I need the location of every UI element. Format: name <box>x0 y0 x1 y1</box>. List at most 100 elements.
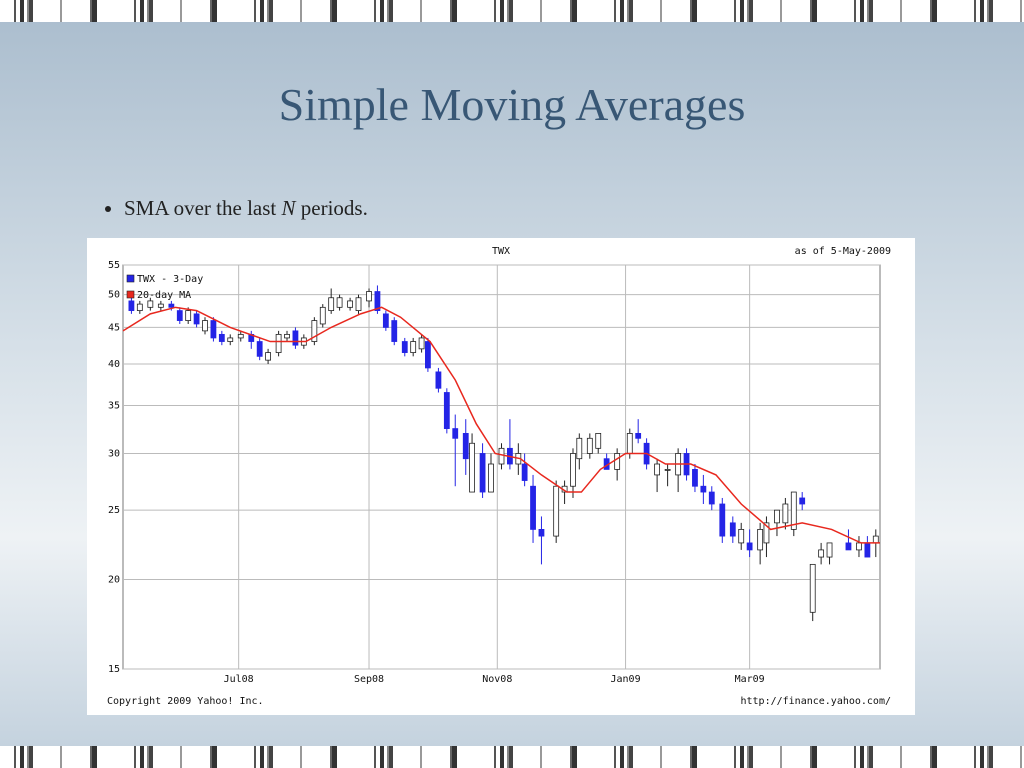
candle-body <box>479 453 486 493</box>
candle-body <box>664 469 671 471</box>
candle-body <box>374 291 381 311</box>
x-tick-label: Jul08 <box>224 674 254 685</box>
y-tick-label: 15 <box>108 664 120 675</box>
candle-body <box>265 352 271 361</box>
slide-title: Simple Moving Averages <box>278 79 746 130</box>
candle-body <box>845 542 852 551</box>
candle-body <box>443 392 450 429</box>
candle-body <box>872 535 879 544</box>
candle-body <box>311 320 318 342</box>
candle-body <box>708 491 715 505</box>
candle-body <box>469 442 475 493</box>
y-tick-label: 40 <box>108 359 120 370</box>
candle-body <box>336 297 343 308</box>
candle-body <box>626 433 633 454</box>
candle-body <box>799 497 806 505</box>
candle-body <box>452 428 459 439</box>
candle-body <box>328 297 335 311</box>
candle-body <box>382 313 389 328</box>
candle-body <box>700 485 707 493</box>
y-tick-label: 35 <box>108 401 120 412</box>
candle-body <box>614 453 621 470</box>
candle-body <box>237 333 244 339</box>
candle-body <box>576 437 583 460</box>
candle-body <box>168 303 175 308</box>
candle-body <box>227 337 234 342</box>
candle-body <box>275 333 282 353</box>
chart-title: TWX <box>492 246 510 257</box>
candle-body <box>856 542 862 551</box>
candle-body <box>553 485 560 537</box>
candle-body <box>284 333 290 339</box>
candle-body <box>826 542 833 558</box>
candle-body <box>401 341 408 353</box>
candle-body <box>366 291 372 302</box>
candle-body <box>202 320 208 332</box>
candle-body <box>498 447 505 465</box>
y-tick-label: 55 <box>108 260 120 271</box>
candle-body <box>410 341 417 353</box>
candle-body <box>347 300 354 308</box>
y-tick-label: 30 <box>108 448 120 459</box>
candle-body <box>692 469 698 487</box>
x-tick-label: Nov08 <box>482 674 512 685</box>
candle-body <box>157 303 164 308</box>
chart-subtitle: as of 5-May-2009 <box>795 246 891 257</box>
moving-average <box>122 306 880 544</box>
x-tick-label: Jan09 <box>611 674 641 685</box>
candle-body <box>586 437 593 454</box>
candle-body <box>425 341 431 369</box>
footer-left: Copyright 2009 Yahoo! Inc. <box>107 696 264 707</box>
candle-body <box>738 529 745 544</box>
legend-label: TWX - 3-Day <box>137 274 203 285</box>
decor-top <box>0 0 1024 22</box>
candle-body <box>530 485 536 530</box>
x-tick-label: Mar09 <box>735 674 765 685</box>
candle-body <box>218 333 225 342</box>
candle-body <box>488 463 494 493</box>
bullets: SMA over the last N periods. <box>88 196 368 221</box>
candle-body <box>521 463 528 481</box>
candle-body <box>136 303 143 311</box>
candle-body <box>256 341 263 357</box>
y-tick-label: 25 <box>108 505 120 516</box>
candle-body <box>809 563 816 613</box>
legend-swatch <box>126 290 135 299</box>
bullet: SMA over the last N periods. <box>124 196 368 221</box>
y-tick-label: 20 <box>108 575 120 586</box>
candle-body <box>757 529 764 551</box>
candle-body <box>292 330 299 346</box>
legend-swatch <box>126 274 135 283</box>
candle-body <box>538 529 545 537</box>
candle-body <box>719 503 726 537</box>
candle-body <box>654 463 661 476</box>
candle-body <box>746 542 753 551</box>
candle-body <box>818 549 825 558</box>
y-tick-label: 50 <box>108 290 120 301</box>
candle-body <box>176 310 183 321</box>
candle-body <box>185 310 192 321</box>
candle-body <box>790 491 797 530</box>
candle-body <box>355 297 362 311</box>
candle-body <box>319 306 326 325</box>
decor-bottom <box>0 746 1024 768</box>
candle-body <box>435 371 442 389</box>
candle-body <box>864 542 871 558</box>
candle-body <box>729 522 736 537</box>
text: SMA over the last <box>124 196 277 220</box>
legend-label: 20-day MA <box>137 290 191 301</box>
candle-body <box>147 300 154 308</box>
candle-body <box>570 453 576 487</box>
candle-body <box>595 433 602 449</box>
y-tick-label: 45 <box>108 322 120 333</box>
footer-right: http://finance.yahoo.com/ <box>740 696 891 707</box>
candle-body <box>193 313 200 325</box>
candle-body <box>782 503 789 524</box>
chart-background <box>87 238 915 715</box>
x-tick-label: Sep08 <box>354 674 384 685</box>
candle-body <box>462 433 469 460</box>
candle-body <box>418 337 425 350</box>
candle-body <box>635 433 642 439</box>
candle-body <box>391 320 398 342</box>
